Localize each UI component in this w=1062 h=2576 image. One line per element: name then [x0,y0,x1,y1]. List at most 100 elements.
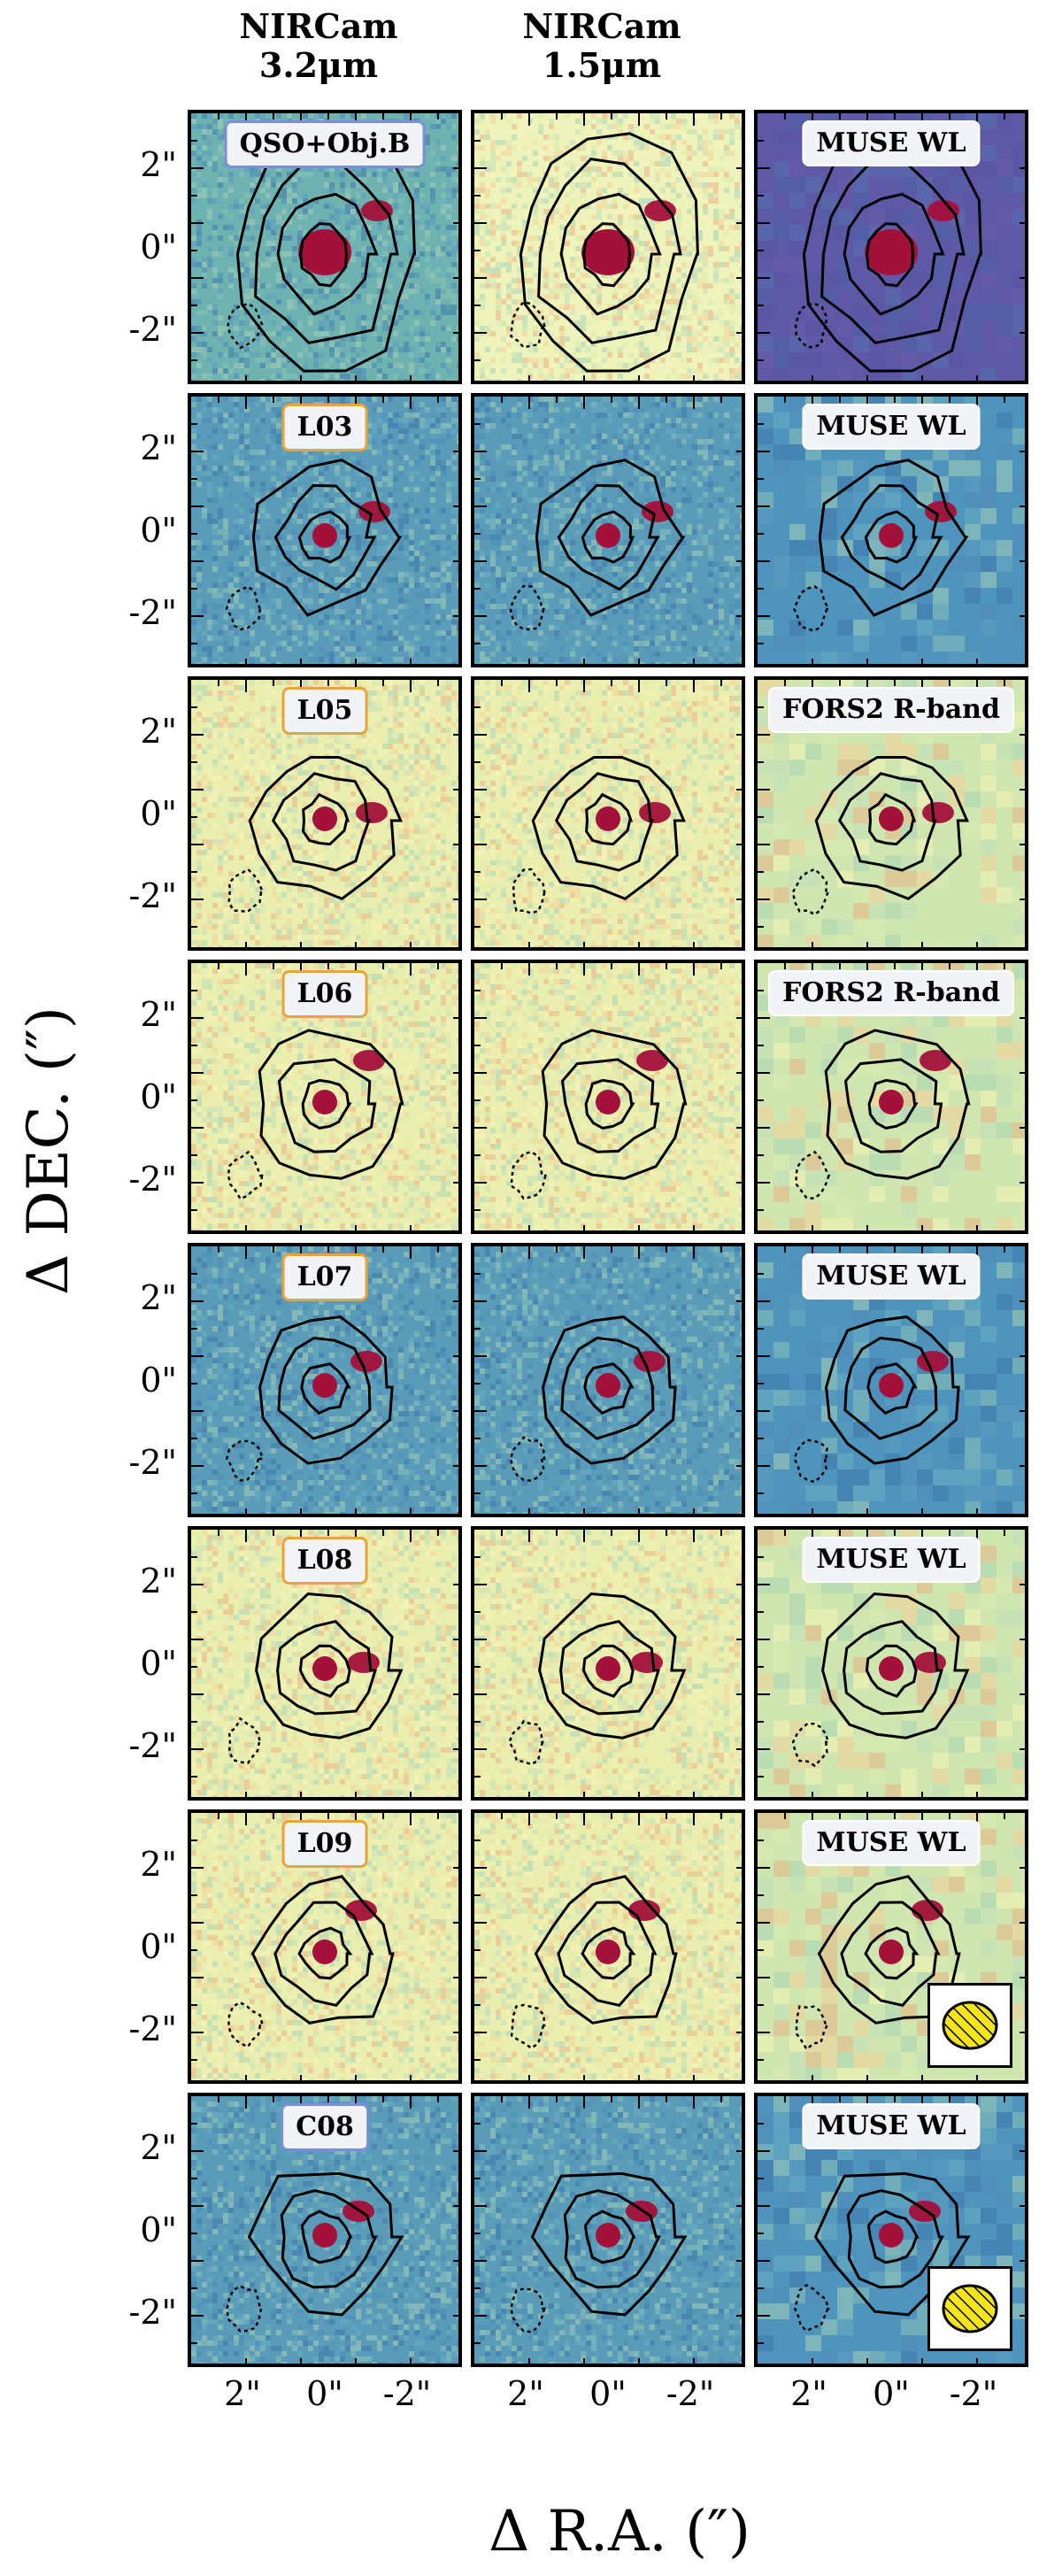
contour-line [843,1619,944,1716]
negative-contour [793,2283,830,2333]
contour-line [300,1362,351,1415]
y-tick-label: 0" [88,1077,177,1116]
contour-line [235,132,416,373]
contour-line [846,2189,944,2289]
companion-source [634,1351,666,1372]
y-tick-label: 0" [88,1644,177,1683]
negative-contour [226,2285,263,2333]
beam-ellipse-inset [927,1983,1012,2068]
y-tick-label: 2" [88,428,177,467]
x-tick-label: -2" [938,2374,1009,2413]
companion-source [358,501,390,522]
y-tick-label: -2" [88,1443,178,1482]
image-panel: L03 [188,393,462,667]
central-source [879,1940,904,1964]
panel-image [191,1530,458,1797]
contour-line [298,1644,352,1698]
contour-line [258,1029,404,1180]
contour-line [537,158,682,344]
panel-image [474,1530,742,1797]
contour-line [541,1029,688,1180]
contour-line [530,2171,688,2317]
y-tick-label: 2" [88,712,177,751]
contour-line [825,1315,960,1465]
noise-texture [191,397,458,664]
contour-line [280,2189,378,2289]
image-panel [471,393,745,667]
target-label: C08 [281,2103,369,2151]
panel-image [474,963,742,1230]
image-panel: MUSE WL [754,2093,1028,2367]
y-tick-label: -2" [88,2293,178,2332]
reference-image-label: MUSE WL [802,1253,981,1300]
image-panel [471,1243,745,1517]
companion-source [925,501,957,522]
image-panel: L06 [188,960,462,1234]
negative-contour [507,1719,544,1766]
contour-line [581,510,635,564]
x-tick-label: 2" [207,2374,278,2413]
y-tick-label: 0" [88,1927,177,1966]
central-source [312,523,337,548]
negative-contour [510,301,546,349]
tick-marks [474,1246,742,1514]
tick-marks [474,113,742,381]
contour-line [585,792,634,846]
image-panel: QSO+Obj.B [188,110,462,384]
image-panel: L05 [188,676,462,951]
target-label: L08 [281,1537,368,1585]
contour-line [254,158,399,344]
target-label: L03 [281,404,368,451]
image-panel [471,1809,745,2084]
y-tick-label: 0" [88,511,177,550]
tick-marks [758,2096,1025,2364]
central-source [596,806,620,831]
image-panel: MUSE WL [754,1243,1028,1517]
reference-image-label: FORS2 R-band [768,687,1014,733]
companion-source [350,1351,382,1372]
contour-line [248,756,403,901]
companion-source [922,802,954,823]
contour-line [557,483,660,591]
negative-contour [793,1438,828,1484]
central-source [879,1373,904,1398]
noise-texture [474,963,742,1230]
image-panel: MUSE WL [754,393,1028,667]
image-panel: L09 [188,1809,462,2084]
beam-ellipse [942,2284,998,2333]
target-label: L07 [281,1253,368,1301]
reference-image-label: MUSE WL [802,404,981,450]
negative-contour [512,868,546,914]
y-tick-label: 0" [88,1361,177,1400]
contour-line [843,1336,938,1440]
contour-line [538,1592,687,1739]
tick-marks [474,1530,742,1797]
image-panel [471,1526,745,1801]
central-source [312,806,337,831]
central-source [879,1656,904,1681]
image-panel [471,960,745,1234]
tick-marks [191,963,458,1230]
negative-contour [794,302,827,349]
image-panel [471,676,745,951]
central-source [596,523,620,548]
contour-line [867,1078,919,1130]
image-panel: L07 [188,1243,462,1517]
x-tick-label: 0" [289,2374,360,2413]
contour-line [258,1315,394,1465]
x-axis-label: Δ R.A. (″) [489,2499,750,2564]
target-label: L05 [281,687,368,735]
central-source [879,523,904,548]
contour-line [864,510,919,564]
panel-image [474,1813,742,2080]
contour-line [534,1875,678,2025]
contour-line [297,510,352,564]
y-tick-label: -2" [88,1726,178,1765]
y-tick-label: 0" [88,794,177,833]
tick-marks [758,1813,1025,2080]
central-source [596,1940,620,1964]
negative-contour [795,2005,829,2051]
y-tick-label: 2" [88,1278,177,1317]
tick-marks [191,1813,458,2080]
central-source [312,2223,337,2248]
